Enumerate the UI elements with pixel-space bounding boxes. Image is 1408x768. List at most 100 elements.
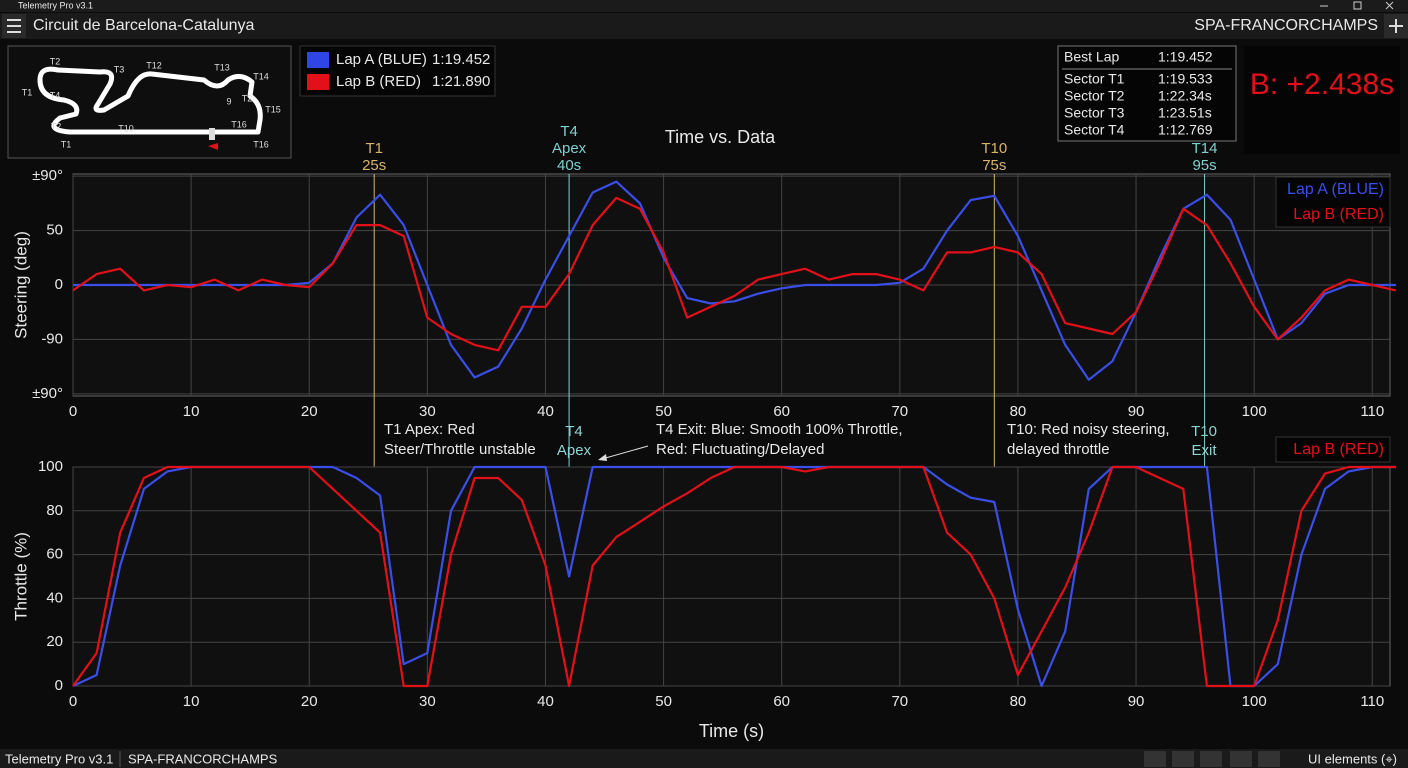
- y-tick-label: ±90°: [32, 167, 63, 184]
- zoom-out-button[interactable]: [1172, 751, 1194, 767]
- ui-elements-toggle[interactable]: UI elements (⌖): [1308, 751, 1397, 766]
- turn-label: T1: [22, 87, 33, 97]
- marker-label: Apex: [552, 140, 587, 157]
- annotation: T4: [565, 423, 583, 440]
- marker-label: T14: [1192, 140, 1218, 157]
- y-tick-label: -90: [41, 330, 63, 347]
- x-tick-label: 0: [69, 693, 77, 710]
- turn-label: T4: [50, 90, 61, 100]
- close-button[interactable]: [1385, 1, 1394, 10]
- table-cell: 1:22.34s: [1158, 88, 1212, 104]
- chart-title: Time vs. Data: [665, 127, 776, 147]
- x-tick-label: 30: [419, 693, 436, 710]
- y-tick-label: 20: [46, 633, 63, 650]
- x-tick-label: 100: [1242, 693, 1267, 710]
- delta-panel: [1244, 46, 1400, 154]
- title-bar: [0, 0, 1408, 12]
- x-tick-label: 90: [1128, 693, 1145, 710]
- x-tick-label: 10: [183, 693, 200, 710]
- x-tick-label: 60: [773, 403, 790, 420]
- maximize-button[interactable]: [1353, 1, 1362, 10]
- x-tick-label: 90: [1128, 403, 1145, 420]
- marker-label: T1: [365, 140, 383, 157]
- marker-label: T10: [981, 140, 1007, 157]
- annotation: T10: Red noisy steering,: [1007, 421, 1170, 438]
- marker-label: 25s: [362, 157, 386, 174]
- arrow-head: [598, 454, 607, 461]
- window-title: Telemetry Pro v3.1: [18, 0, 93, 10]
- x-tick-label: 10: [183, 403, 200, 420]
- table-cell: 1:19.533: [1158, 71, 1213, 87]
- menu-icon: [7, 19, 21, 33]
- turn-label: T14: [253, 71, 269, 81]
- x-tick-label: 50: [655, 403, 672, 420]
- y-tick-label: 100: [38, 458, 63, 475]
- annotation: Red: Fluctuating/Delayed: [656, 441, 824, 458]
- lap-table-rows: Best Lap 1:19.452 Sector T1 1:19.533 Sector …: [1064, 49, 1213, 138]
- x-tick-label: 110: [1360, 693, 1384, 710]
- annotation: T4 Exit: Blue: Smooth 100% Throttle,: [656, 421, 903, 438]
- skip-forward-button[interactable]: [1200, 751, 1222, 767]
- status-app: Telemetry Pro v3.1: [5, 751, 113, 766]
- table-cell: Best Lap: [1064, 49, 1119, 65]
- series-line: [72, 465, 1396, 688]
- turn-label: T10: [118, 123, 134, 133]
- table-cell: Sector T1: [1064, 71, 1125, 87]
- x-tick-label: 30: [419, 403, 436, 420]
- lap-table: [1057, 45, 1237, 142]
- annotation: T10: [1191, 423, 1217, 440]
- chart-button[interactable]: [1258, 751, 1280, 767]
- table-cell: 1:12.769: [1158, 122, 1213, 138]
- track-outline: [37, 66, 263, 135]
- series-line: [72, 196, 1397, 352]
- y-tick-label: 50: [46, 222, 63, 239]
- lap-legend-items: Lap A (BLUE) 1:19.452 Lap B (RED) 1:21.890: [307, 51, 490, 90]
- y-tick-label: 80: [46, 502, 63, 519]
- turn-label: T2: [242, 93, 253, 103]
- annotation: T1 Apex: Red: [384, 421, 475, 438]
- lap-swatch: [307, 52, 329, 68]
- y-tick-label: 0: [55, 677, 63, 694]
- turn-label: T2: [51, 121, 62, 131]
- compare-track[interactable]: SPA-FRANCORCHAMPS: [1194, 17, 1378, 34]
- car-position: [208, 143, 218, 150]
- table-cell: Sector T4: [1064, 122, 1125, 138]
- x-tick-label: 50: [655, 693, 672, 710]
- y-axis-label: Steering (deg): [11, 231, 30, 339]
- y-tick-label: 40: [46, 589, 63, 606]
- plot-area: [72, 466, 1391, 687]
- turn-label: T2: [50, 56, 61, 66]
- annotation-arrow: [601, 445, 649, 460]
- legend-entry: Lap B (RED): [1293, 206, 1384, 223]
- x-tick-label: 20: [301, 403, 318, 420]
- x-tick-label: 70: [891, 403, 908, 420]
- x-tick-label: 60: [773, 693, 790, 710]
- x-tick-label: 80: [1010, 693, 1027, 710]
- x-tick-label: 100: [1242, 403, 1267, 420]
- x-tick-label: 80: [1010, 403, 1027, 420]
- save-button[interactable]: [1230, 751, 1252, 767]
- lap-name: Lap B (RED): [336, 73, 421, 90]
- turn-label: T16: [231, 119, 247, 129]
- skip-back-button[interactable]: [1144, 751, 1166, 767]
- lap-name: Lap A (BLUE): [336, 51, 427, 68]
- legend-entry: Lap A (BLUE): [1287, 181, 1384, 198]
- table-cell: 1:19.452: [1158, 49, 1213, 65]
- status-track: SPA-FRANCORCHAMPS: [128, 751, 278, 766]
- y-tick-label: 60: [46, 546, 63, 563]
- annotation: Apex: [557, 442, 592, 459]
- x-tick-label: 40: [537, 693, 554, 710]
- track-map: [7, 45, 292, 159]
- track-name: Circuit de Barcelona-Catalunya: [33, 17, 255, 34]
- turn-label: T3: [114, 64, 125, 74]
- marker-label: T4: [560, 123, 578, 140]
- x-tick-label: 0: [69, 403, 77, 420]
- x-tick-label: 40: [537, 403, 554, 420]
- lap-time: 1:19.452: [432, 51, 490, 68]
- status-bar: [0, 749, 1408, 768]
- add-button[interactable]: [1384, 14, 1408, 38]
- marker-label: 75s: [982, 157, 1006, 174]
- menu-button[interactable]: [2, 14, 26, 38]
